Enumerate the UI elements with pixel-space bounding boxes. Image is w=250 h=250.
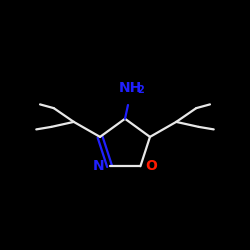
Text: O: O	[145, 159, 157, 173]
Text: 2: 2	[138, 85, 144, 95]
Text: N: N	[92, 159, 104, 173]
Text: NH: NH	[119, 81, 142, 95]
